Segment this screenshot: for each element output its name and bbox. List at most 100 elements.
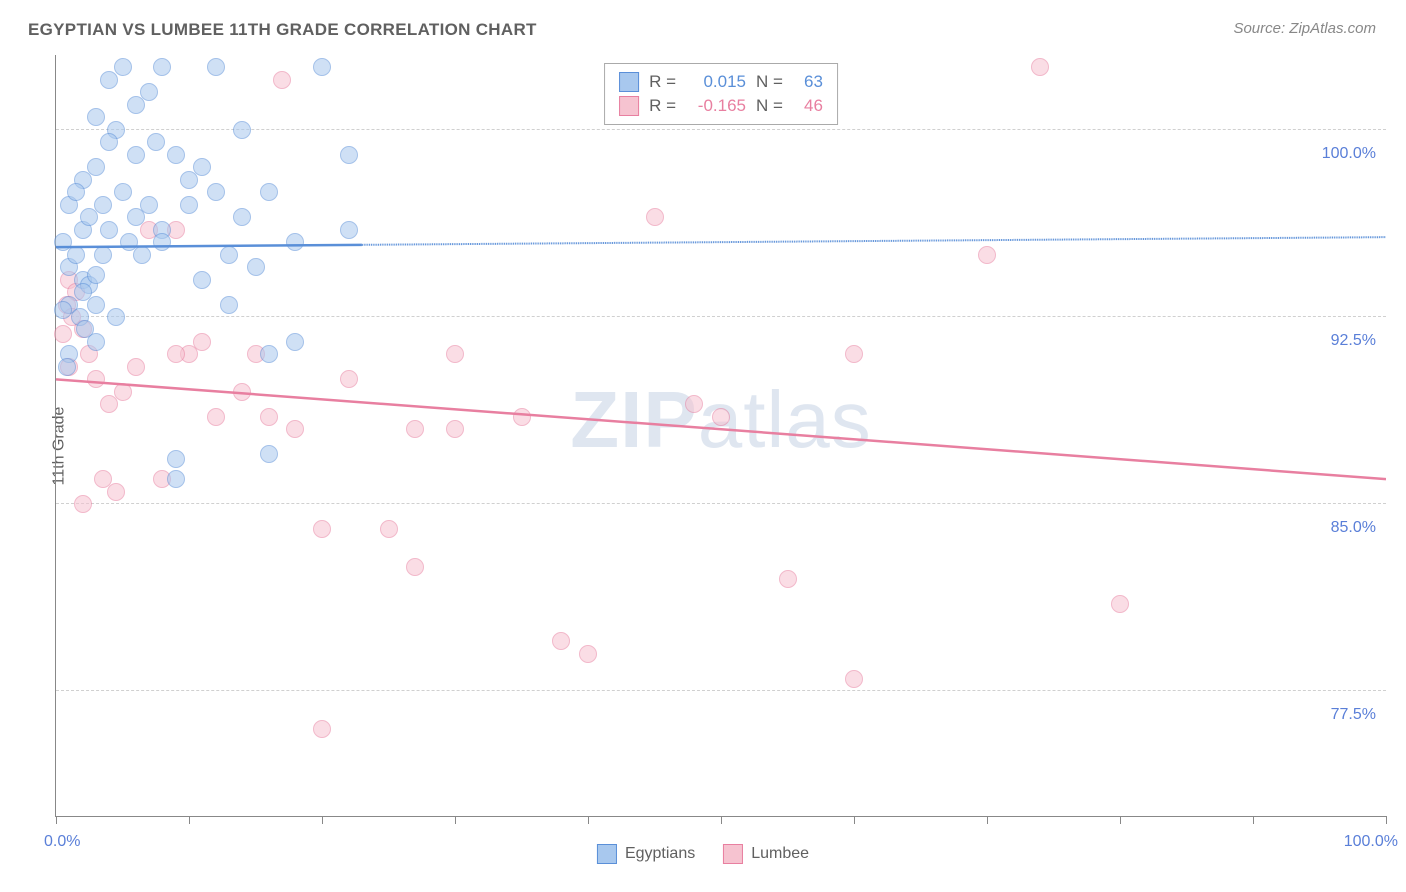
data-point xyxy=(167,470,185,488)
data-point xyxy=(54,325,72,343)
data-point xyxy=(107,308,125,326)
data-point xyxy=(1111,595,1129,613)
data-point xyxy=(260,345,278,363)
data-point xyxy=(286,333,304,351)
gridline: 77.5% xyxy=(56,690,1386,691)
stats-r-value-a: 0.015 xyxy=(686,72,746,92)
watermark-bold: ZIP xyxy=(570,375,697,464)
data-point xyxy=(313,58,331,76)
stats-swatch-b xyxy=(619,96,639,116)
chart-container: EGYPTIAN VS LUMBEE 11TH GRADE CORRELATIO… xyxy=(0,0,1406,892)
stats-r-label-a: R = xyxy=(649,72,676,92)
data-point xyxy=(313,720,331,738)
data-point xyxy=(207,58,225,76)
data-point xyxy=(193,333,211,351)
stats-n-label-a: N = xyxy=(756,72,783,92)
data-point xyxy=(167,146,185,164)
data-point xyxy=(845,345,863,363)
legend-item-a: Egyptians xyxy=(597,844,695,864)
data-point xyxy=(133,246,151,264)
x-tick xyxy=(1386,816,1387,824)
source-attribution: Source: ZipAtlas.com xyxy=(1233,20,1376,37)
data-point xyxy=(94,196,112,214)
data-point xyxy=(207,183,225,201)
data-point xyxy=(685,395,703,413)
data-point xyxy=(406,558,424,576)
data-point xyxy=(54,233,72,251)
stats-r-value-b: -0.165 xyxy=(686,96,746,116)
data-point xyxy=(153,233,171,251)
x-tick xyxy=(854,816,855,824)
data-point xyxy=(100,221,118,239)
data-point xyxy=(67,246,85,264)
x-tick xyxy=(987,816,988,824)
x-tick xyxy=(322,816,323,824)
gridline: 100.0% xyxy=(56,129,1386,130)
data-point xyxy=(94,246,112,264)
legend-item-b: Lumbee xyxy=(723,844,809,864)
data-point xyxy=(147,133,165,151)
gridline-label: 92.5% xyxy=(1331,332,1376,350)
data-point xyxy=(87,333,105,351)
legend-swatch-a xyxy=(597,844,617,864)
data-point xyxy=(67,183,85,201)
x-axis-min-label: 0.0% xyxy=(44,833,80,851)
data-point xyxy=(845,670,863,688)
x-axis-max-label: 100.0% xyxy=(1344,833,1398,851)
stats-box: R = 0.015 N = 63 R = -0.165 N = 46 xyxy=(604,63,838,125)
data-point xyxy=(446,345,464,363)
legend-label-a: Egyptians xyxy=(625,845,695,863)
data-point xyxy=(87,266,105,284)
data-point xyxy=(220,246,238,264)
data-point xyxy=(100,133,118,151)
data-point xyxy=(406,420,424,438)
data-point xyxy=(58,358,76,376)
data-point xyxy=(978,246,996,264)
data-point xyxy=(114,58,132,76)
stats-n-label-b: N = xyxy=(756,96,783,116)
stats-r-label-b: R = xyxy=(649,96,676,116)
data-point xyxy=(127,146,145,164)
data-point xyxy=(127,358,145,376)
data-point xyxy=(260,408,278,426)
gridline: 85.0% xyxy=(56,503,1386,504)
data-point xyxy=(340,370,358,388)
data-point xyxy=(286,233,304,251)
data-point xyxy=(167,345,185,363)
legend: Egyptians Lumbee xyxy=(597,844,809,864)
x-tick xyxy=(56,816,57,824)
plot-area: ZIPatlas R = 0.015 N = 63 R = -0.165 N =… xyxy=(55,55,1386,817)
data-point xyxy=(87,296,105,314)
x-tick xyxy=(1253,816,1254,824)
data-point xyxy=(646,208,664,226)
legend-swatch-b xyxy=(723,844,743,864)
data-point xyxy=(140,196,158,214)
data-point xyxy=(260,445,278,463)
data-point xyxy=(273,71,291,89)
gridline-label: 100.0% xyxy=(1322,145,1376,163)
x-tick xyxy=(588,816,589,824)
data-point xyxy=(220,296,238,314)
data-point xyxy=(180,196,198,214)
data-point xyxy=(207,408,225,426)
data-point xyxy=(114,183,132,201)
data-point xyxy=(87,108,105,126)
trend-lines-layer xyxy=(56,55,1386,816)
data-point xyxy=(313,520,331,538)
stats-row-b: R = -0.165 N = 46 xyxy=(619,94,823,118)
data-point xyxy=(247,258,265,276)
data-point xyxy=(380,520,398,538)
gridline: 92.5% xyxy=(56,316,1386,317)
x-tick xyxy=(455,816,456,824)
data-point xyxy=(114,383,132,401)
legend-label-b: Lumbee xyxy=(751,845,809,863)
data-point xyxy=(193,271,211,289)
data-point xyxy=(579,645,597,663)
x-tick xyxy=(1120,816,1121,824)
data-point xyxy=(340,146,358,164)
stats-n-value-a: 63 xyxy=(793,72,823,92)
data-point xyxy=(87,370,105,388)
data-point xyxy=(340,221,358,239)
data-point xyxy=(286,420,304,438)
data-point xyxy=(140,83,158,101)
